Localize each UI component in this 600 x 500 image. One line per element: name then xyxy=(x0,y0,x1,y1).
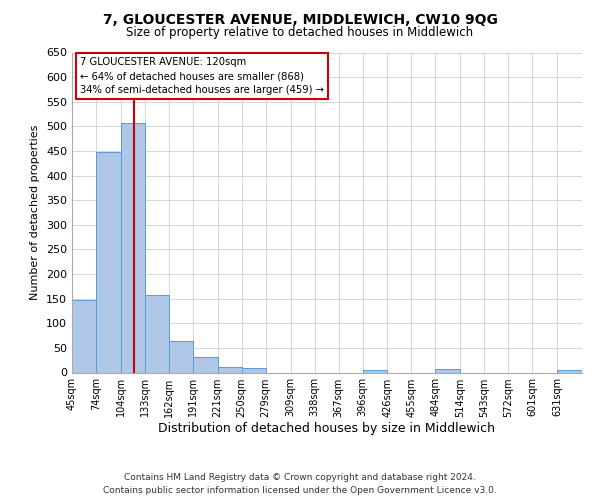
Bar xyxy=(436,368,460,372)
X-axis label: Distribution of detached houses by size in Middlewich: Distribution of detached houses by size … xyxy=(158,422,496,436)
Bar xyxy=(96,152,121,372)
Bar xyxy=(242,368,266,372)
Bar xyxy=(145,294,169,372)
Text: Contains HM Land Registry data © Crown copyright and database right 2024.
Contai: Contains HM Land Registry data © Crown c… xyxy=(103,474,497,495)
Bar xyxy=(193,357,218,372)
Bar xyxy=(72,300,96,372)
Y-axis label: Number of detached properties: Number of detached properties xyxy=(31,125,40,300)
Text: Size of property relative to detached houses in Middlewich: Size of property relative to detached ho… xyxy=(127,26,473,39)
Bar xyxy=(218,366,242,372)
Bar xyxy=(121,123,145,372)
Text: 7, GLOUCESTER AVENUE, MIDDLEWICH, CW10 9QG: 7, GLOUCESTER AVENUE, MIDDLEWICH, CW10 9… xyxy=(103,12,497,26)
Text: 7 GLOUCESTER AVENUE: 120sqm
← 64% of detached houses are smaller (868)
34% of se: 7 GLOUCESTER AVENUE: 120sqm ← 64% of det… xyxy=(80,58,323,96)
Bar xyxy=(362,370,388,372)
Bar xyxy=(557,370,582,372)
Bar xyxy=(169,340,193,372)
